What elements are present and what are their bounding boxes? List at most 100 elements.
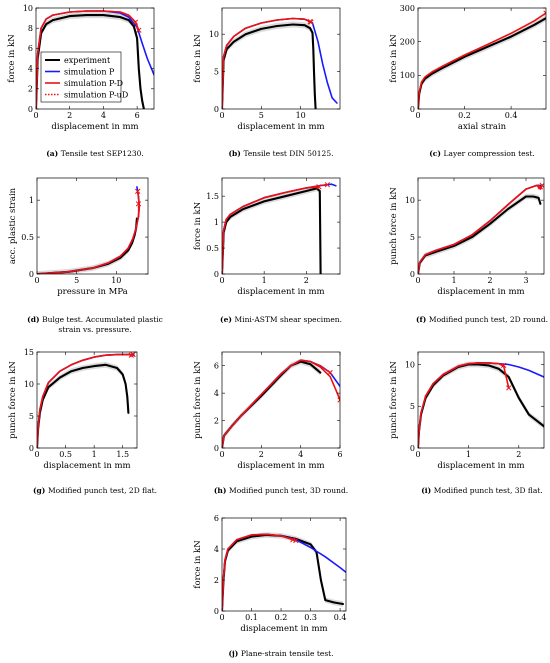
series-line-experiment: [418, 17, 546, 109]
y-tick-label: 5: [29, 412, 34, 421]
caption-label: (b): [229, 149, 244, 158]
caption-text: Modified punch test, 3D round.: [229, 486, 348, 495]
x-tick-label: 0: [415, 276, 420, 285]
y-axis-label: force in kN: [193, 34, 203, 83]
y-tick-label: 0: [29, 270, 34, 279]
y-tick-label: 5: [410, 233, 415, 242]
x-tick-label: 2: [516, 450, 521, 459]
plot-area: [37, 352, 136, 448]
caption: (d) Bulge test. Accumulated plastic: [27, 315, 163, 324]
y-axis-label: force in kN: [193, 540, 203, 589]
y-tick-label: 5: [410, 402, 415, 411]
x-axis-label: displacement in mm: [240, 624, 327, 634]
axes-frame: [417, 7, 547, 110]
legend-label: simulation P-D: [64, 79, 123, 88]
y-axis-label: punch force in kN: [193, 361, 203, 439]
y-axis-label: force in kN: [7, 34, 17, 83]
x-tick-label: 1: [451, 276, 456, 285]
x-tick-label: 0.4: [334, 613, 347, 622]
y-tick-label: 2: [28, 85, 33, 94]
axes-frame: [221, 517, 347, 612]
caption-text: Modified punch test, 2D round.: [429, 315, 548, 324]
plot-area: [222, 358, 340, 448]
plot-area: [418, 182, 544, 274]
experiment-scatter-band: [222, 532, 343, 611]
x-axis-label: displacement in mm: [437, 461, 524, 471]
failure-marker: [506, 385, 512, 391]
x-tick-label: 2: [67, 111, 72, 120]
experiment-scatter-band: [222, 358, 321, 448]
caption-label: (h): [214, 486, 229, 495]
y-axis-label: punch force in kN: [389, 187, 399, 265]
axes-frame: [417, 177, 545, 275]
x-axis-label: pressure in MPa: [57, 287, 128, 297]
series-line-experiment: [37, 363, 130, 448]
caption-label: (e): [220, 315, 234, 324]
series-line-simulation_PuD: [37, 203, 140, 274]
x-tick-label: 0.4: [505, 111, 518, 120]
caption-label: (j): [228, 649, 240, 658]
x-axis-label: displacement in mm: [51, 122, 138, 132]
y-tick-label: 1.5: [206, 192, 219, 201]
legend-label: simulation P: [64, 68, 115, 77]
x-tick-label: 0: [34, 276, 39, 285]
x-tick-label: 2: [304, 276, 309, 285]
caption: (b) Tensile test DIN 50125.: [229, 149, 334, 158]
experiment-scatter-band: [36, 12, 144, 109]
plot-area: [222, 182, 337, 274]
subplot-g: 0 0.5 1 1.5 0 5 10 15 displacement in mm punch fo…: [8, 348, 157, 495]
subplot-i: 0 1 2 0 5 10 displacement in mm punch force in …: [389, 351, 545, 495]
plot-area: [222, 17, 338, 109]
failure-marker: [537, 184, 544, 190]
plot-area: [36, 10, 154, 109]
y-tick-label: 300: [400, 4, 415, 13]
axes-frame: [221, 7, 341, 110]
x-tick-label: 0: [415, 450, 420, 459]
x-tick-label: 0.2: [275, 613, 288, 622]
series-line-simulation_PuD: [36, 10, 137, 109]
subplot-d: 0 5 10 0 0.5 1 pressure in MPa acc. plastic str…: [8, 177, 163, 334]
x-axis-label: displacement in mm: [237, 461, 324, 471]
failure-marker: [543, 10, 546, 16]
caption-text: Mini-ASTM shear specimen.: [235, 315, 342, 324]
series-line-experiment: [222, 533, 345, 611]
caption-text: Plane-strain tensile test.: [241, 649, 334, 658]
legend: experiment simulation P simulation P-D simu…: [40, 51, 128, 103]
caption-label: (c): [429, 149, 443, 158]
plot-area: [418, 10, 546, 109]
y-tick-label: 5: [214, 67, 219, 76]
x-tick-label: 0: [219, 450, 224, 459]
x-tick-label: 0: [219, 613, 224, 622]
series-line-simulation_P: [37, 186, 141, 274]
y-tick-label: 2: [214, 576, 219, 585]
y-tick-label: 0: [410, 105, 415, 114]
x-tick-label: 0.3: [304, 613, 317, 622]
failure-marker: [307, 18, 313, 25]
series-line-simulation_PuD: [418, 362, 505, 448]
series-line-simulation_PD: [37, 190, 141, 274]
failure-marker: [136, 27, 142, 33]
x-axis-label: displacement in mm: [437, 287, 524, 297]
failure-marker: [327, 369, 333, 376]
failure-marker: [337, 397, 340, 403]
series-line-simulation_PuD: [222, 183, 329, 274]
caption: (c) Layer compression test.: [429, 149, 535, 158]
y-tick-label: 10: [405, 360, 415, 369]
experiment-scatter-band: [37, 361, 129, 448]
x-tick-label: 6: [337, 450, 342, 459]
caption-label: (g): [33, 486, 48, 495]
x-tick-label: 0.2: [458, 111, 471, 120]
series-line-simulation_PD: [222, 17, 312, 109]
y-tick-label: 4: [28, 64, 33, 73]
y-axis-label: punch force in kN: [389, 361, 399, 439]
legend-label: experiment: [64, 56, 111, 65]
y-tick-label: 4: [214, 545, 219, 554]
subplot-c: 0 0.2 0.4 0 100 200 300 axial strain force in kN…: [389, 4, 547, 158]
series-line-experiment: [37, 217, 138, 274]
x-tick-label: 0: [219, 111, 224, 120]
subplot-h: 0 2 4 6 0 2 4 6 displacement in mm punch force in…: [193, 351, 348, 495]
failure-marker: [132, 19, 139, 25]
y-tick-label: 10: [405, 196, 415, 205]
y-tick-label: 2: [214, 416, 219, 425]
